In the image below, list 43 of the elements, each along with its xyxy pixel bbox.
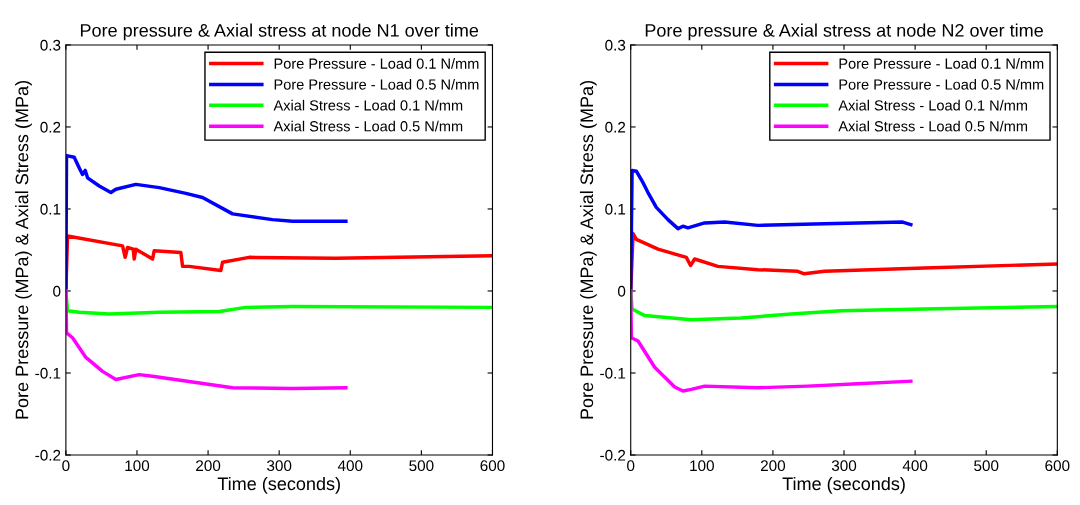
line-series [65, 289, 348, 391]
y-tick-label: 0.2 [40, 121, 61, 133]
x-axis-title: Time (seconds) [782, 476, 905, 494]
x-tick-label: 500 [409, 460, 434, 472]
y-tick-label: 0.2 [605, 121, 626, 133]
legend-label: Pore Pressure - Load 0.1 N/mm [274, 58, 479, 69]
x-axis-title: Time (seconds) [217, 476, 340, 494]
y-tick-label: -0.2 [600, 449, 626, 461]
x-tick-label: 600 [480, 460, 505, 472]
legend-label: Axial Stress - Load 0.1 N/mm [273, 99, 463, 111]
x-tick-label: 400 [902, 460, 928, 472]
legend-label: Axial Stress - Load 0.1 N/mm [838, 99, 1028, 111]
x-tick-label: 0 [627, 460, 635, 472]
chart-title: Pore pressure & Axial stress at node N1 over time [80, 23, 479, 41]
x-tick-label: 100 [125, 460, 150, 472]
x-tick-label: 500 [974, 460, 999, 472]
y-tick-label: 0.1 [605, 203, 626, 215]
chart-title: Pore pressure & Axial stress at node N2 over time [645, 23, 1043, 41]
y-tick-label: 0 [617, 285, 626, 297]
y-tick-label: 0.3 [40, 39, 61, 51]
y-tick-label: -0.2 [35, 449, 61, 461]
x-tick-label: 100 [690, 460, 714, 472]
x-tick-label: 600 [1045, 460, 1070, 472]
y-tick-label: -0.1 [600, 367, 626, 379]
x-tick-label: 300 [831, 460, 857, 472]
line-series [630, 289, 913, 393]
y-tick-label: -0.1 [35, 367, 61, 379]
legend-label: Pore Pressure - Load 0.5 N/mm [274, 78, 479, 90]
x-tick-label: 200 [196, 460, 221, 472]
legend-label: Axial Stress - Load 0.5 N/mm [838, 120, 1028, 132]
y-tick-label: 0 [53, 285, 61, 297]
legend-label: Pore Pressure - Load 0.5 N/mm [839, 78, 1044, 90]
y-tick-label: 0.1 [40, 203, 61, 215]
legend-label: Axial Stress - Load 0.5 N/mm [273, 120, 463, 132]
legend-label: Pore Pressure - Load 0.1 N/mm [839, 58, 1044, 69]
y-tick-label: 0.3 [605, 39, 626, 51]
line-series [630, 289, 1058, 322]
x-tick-label: 400 [337, 460, 363, 472]
y-axis-title: Pore Pressure (MPa) & Axial Stress (MPa) [579, 81, 597, 419]
y-axis-title: Pore Pressure (MPa) & Axial Stress (MPa) [15, 81, 32, 419]
x-tick-label: 0 [62, 460, 70, 472]
x-tick-label: 200 [760, 460, 786, 472]
x-tick-label: 300 [267, 460, 292, 472]
